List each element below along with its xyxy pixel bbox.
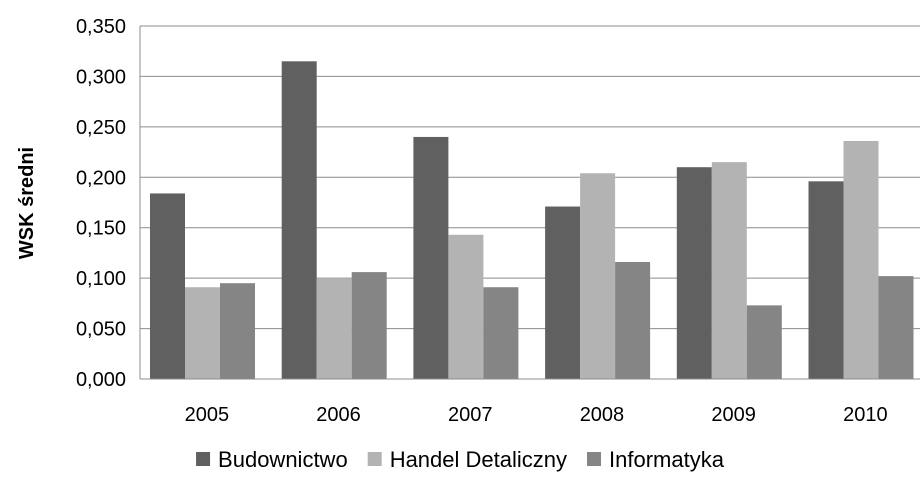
legend-swatch <box>587 452 602 466</box>
legend-label: Budownictwo <box>218 447 348 472</box>
bar <box>615 262 651 379</box>
y-tick-label: 0,100 <box>76 268 126 290</box>
bar <box>185 287 220 379</box>
bar <box>150 193 185 379</box>
bar <box>281 61 317 380</box>
x-tick-label: 2006 <box>316 404 361 426</box>
legend-swatch <box>196 452 211 466</box>
legend-label: Handel Detaliczny <box>390 447 567 472</box>
bar <box>878 276 914 379</box>
x-tick-label: 2010 <box>843 404 888 426</box>
bar <box>545 206 581 379</box>
bar <box>843 140 879 379</box>
y-tick-label: 0,200 <box>76 167 126 189</box>
y-tick-label: 0,350 <box>76 16 126 38</box>
bar <box>746 305 782 379</box>
x-tick-label: 2008 <box>580 404 625 426</box>
y-tick-label: 0,050 <box>76 319 126 341</box>
x-tick-labels: 2005 2006 2007 2008 2009 2010 <box>185 404 888 426</box>
bar <box>316 278 352 379</box>
x-tick-label: 2005 <box>185 404 230 426</box>
y-axis-label: WSK średni <box>16 147 38 259</box>
bar <box>351 272 387 379</box>
legend-swatch <box>367 452 382 466</box>
y-tick-label: 0,250 <box>76 117 126 139</box>
bar <box>483 287 519 379</box>
y-tick-label: 0,300 <box>76 66 126 88</box>
bar <box>676 167 712 379</box>
legend: Budownictwo Handel Detaliczny Informatyka <box>196 447 725 472</box>
bar <box>220 283 255 379</box>
bar <box>413 136 449 379</box>
bar <box>580 173 616 379</box>
bar <box>448 234 484 379</box>
bars <box>150 61 914 380</box>
bar <box>711 162 747 379</box>
gridlines <box>140 25 920 330</box>
y-tick-labels: 0,000 0,050 0,100 0,150 0,200 0,250 0,300 0,350 <box>76 16 126 391</box>
y-tick-label: 0,000 <box>76 369 126 391</box>
legend-label: Informatyka <box>609 447 725 472</box>
y-tick-label: 0,150 <box>76 218 126 240</box>
x-tick-label: 2007 <box>448 404 493 426</box>
bar <box>808 181 844 379</box>
axes <box>139 26 920 380</box>
x-tick-label: 2009 <box>711 404 756 426</box>
